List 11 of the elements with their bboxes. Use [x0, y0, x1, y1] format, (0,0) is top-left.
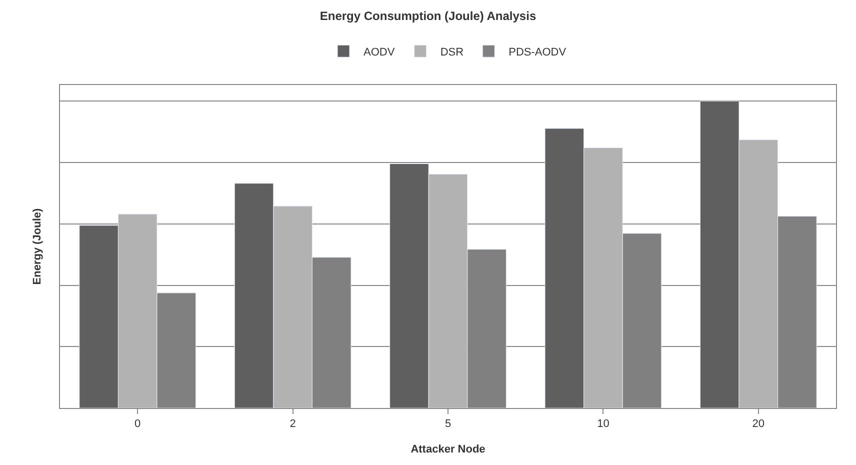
x-tick-label: 20 — [752, 418, 765, 430]
x-tick-label: 10 — [597, 418, 610, 430]
x-tick-label: 0 — [134, 418, 141, 430]
x-axis-title: Attacker Node — [410, 443, 486, 456]
y-axis-title: Energy (Joule) — [32, 208, 44, 285]
legend-label: DSR — [440, 46, 464, 58]
chart-title: Energy Consumption (Joule) Analysis — [320, 9, 536, 24]
legend-label: PDS-AODV — [508, 46, 567, 58]
x-tick-label: 5 — [444, 418, 452, 430]
legend-label: AODV — [364, 46, 396, 58]
x-tick-label: 2 — [290, 418, 296, 430]
